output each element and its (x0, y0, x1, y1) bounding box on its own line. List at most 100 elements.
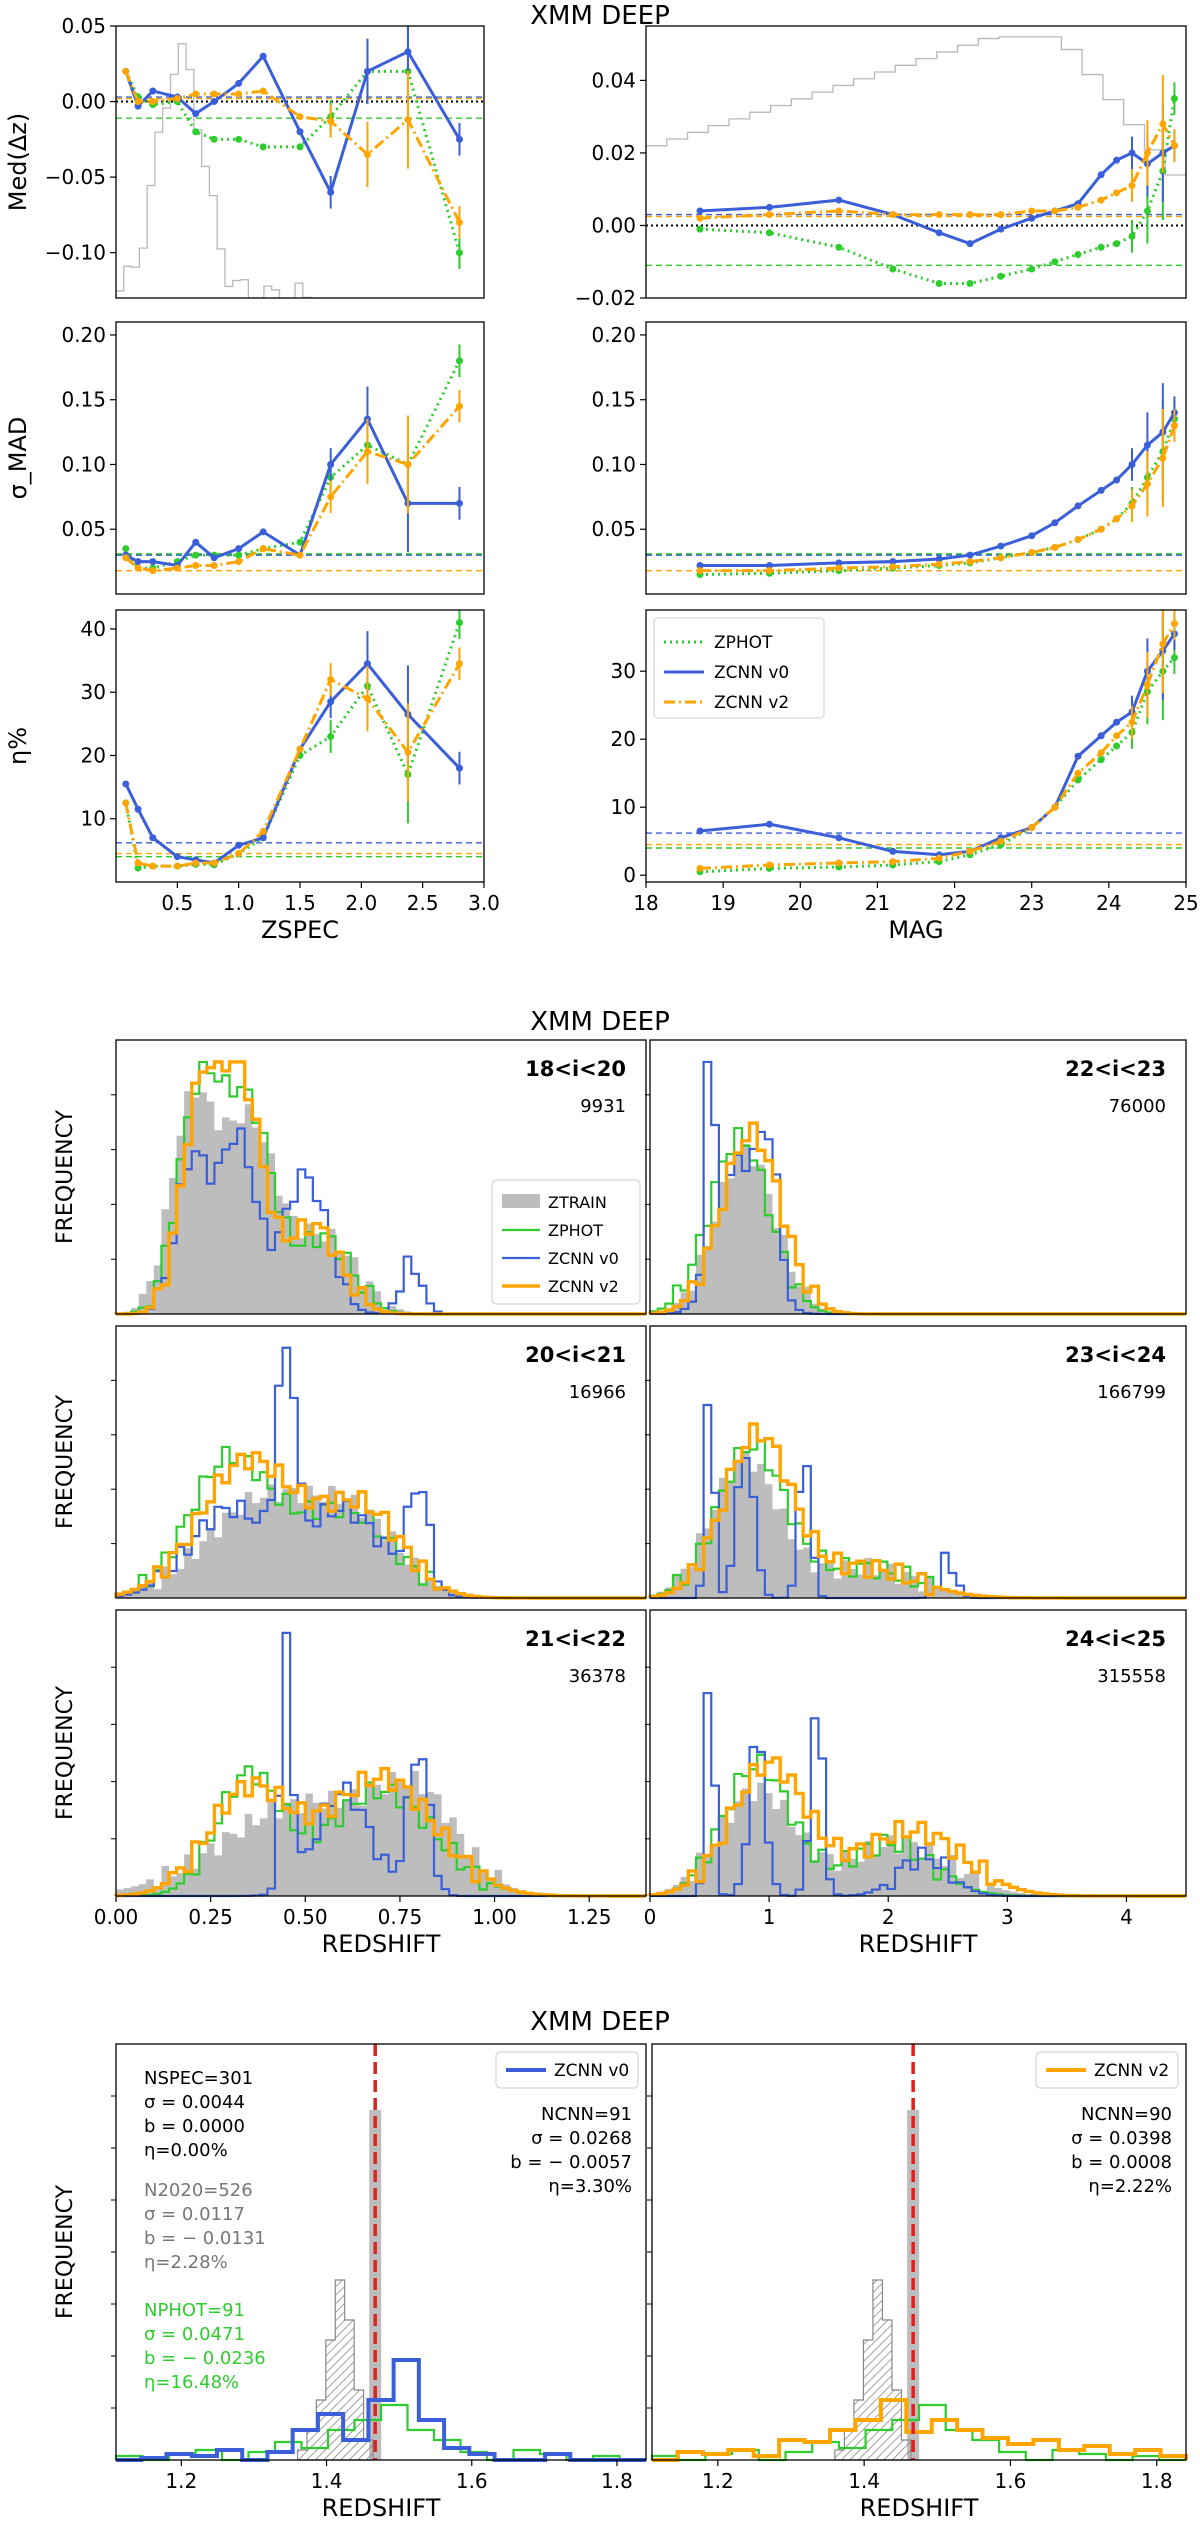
x-tick-label: 0.75 (378, 1905, 423, 1929)
y-tick-label: 0.10 (591, 452, 636, 476)
data-point-zphot (134, 864, 142, 872)
data-point-zcnn_v0 (455, 764, 463, 772)
data-point-zcnn_v2 (1074, 203, 1082, 211)
data-point-zcnn_v0 (235, 545, 243, 553)
data-point-zcnn_v2 (935, 211, 943, 219)
data-point-zcnn_v2 (1113, 189, 1121, 197)
series-line-zphot (124, 622, 461, 870)
stats-stats_spec: η=0.00% (144, 2140, 228, 2161)
stats-stats_phot: NPHOT=91 (144, 2300, 245, 2321)
data-point-zcnn_v2 (765, 211, 773, 219)
data-point-zcnn_v2 (149, 862, 157, 870)
data-point-zcnn_v2 (363, 448, 371, 456)
data-point-zcnn_v2 (889, 858, 897, 866)
axes-frame (115, 1325, 647, 1599)
y-axis-label: FREQUENCY (53, 1685, 78, 1820)
data-point-zcnn_v0 (1113, 476, 1121, 484)
figure-title-2: XMM DEEP (530, 1007, 670, 1037)
data-point-zcnn_v0 (210, 98, 218, 106)
y-axis-label: FREQUENCY (53, 1109, 78, 1244)
data-point-zcnn_v2 (455, 660, 463, 668)
data-point-zphot (296, 143, 304, 151)
data-point-zphot (235, 551, 243, 559)
data-point-zcnn_v0 (966, 551, 974, 559)
series-line-zphot (699, 418, 1176, 577)
data-point-zcnn_v2 (966, 847, 974, 855)
x-tick-label: 0.00 (94, 1905, 139, 1929)
data-point-zphot (296, 538, 304, 546)
data-point-zphot (1128, 232, 1136, 240)
x-tick-label: 0.50 (283, 1905, 328, 1929)
data-point-zcnn_v0 (173, 853, 181, 861)
legend: ZCNN v2 (1035, 2051, 1179, 2089)
stats-stats_cnn: σ = 0.0268 (531, 2128, 632, 2149)
data-point-zcnn_v2 (122, 67, 130, 75)
data-point-zcnn_v2 (363, 150, 371, 158)
legend-box (653, 617, 825, 719)
stats-stats_cnn: η=3.30% (548, 2176, 632, 2197)
magnitude-range-label: 24<i<25 (1065, 1627, 1166, 1651)
axes-frame (115, 1039, 647, 1315)
object-count: 166799 (1097, 1382, 1166, 1403)
x-tick-label: 18 (633, 891, 658, 915)
data-point-zcnn_v0 (122, 780, 130, 788)
data-point-zcnn_v2 (1159, 454, 1167, 462)
y-tick-label: 20 (81, 743, 106, 767)
data-point-zphot (1097, 243, 1105, 251)
x-tick-label: 0.5 (161, 891, 193, 915)
x-tick-label: 1.6 (995, 2469, 1027, 2493)
data-point-zcnn_v2 (696, 864, 704, 872)
data-point-zcnn_v2 (235, 90, 243, 98)
data-point-zcnn_v2 (997, 211, 1005, 219)
axes-frame (645, 609, 1187, 883)
x-tick-label: 2.0 (345, 891, 377, 915)
panel-hist-21-22: 21<i<22 36378 FREQUENCY 0.00 0.25 0.50 0.75 1.0… (53, 1609, 647, 1958)
data-point-zcnn_v2 (696, 567, 704, 575)
data-point-zcnn_v0 (997, 542, 1005, 550)
data-point-zcnn_v0 (259, 52, 267, 60)
data-point-zcnn_v0 (134, 805, 142, 813)
axes-frame (115, 25, 485, 299)
data-point-zcnn_v2 (889, 211, 897, 219)
y-tick-label: 0.05 (61, 517, 106, 541)
data-point-zcnn_v2 (404, 460, 412, 468)
x-tick-label: 4 (1120, 1905, 1133, 1929)
data-point-zcnn_v2 (1113, 515, 1121, 523)
x-tick-label: 1.5 (284, 891, 316, 915)
data-point-zcnn_v0 (296, 128, 304, 136)
data-point-zphot (455, 619, 463, 627)
legend-box (495, 2051, 639, 2089)
stats-stats_cnn: b = − 0.0057 (510, 2152, 632, 2173)
data-point-zcnn_v2 (363, 695, 371, 703)
data-point-zcnn_v2 (1051, 543, 1059, 551)
y-tick-label: 10 (611, 795, 636, 819)
x-tick-label: 20 (788, 891, 813, 915)
data-point-zcnn_v2 (235, 558, 243, 566)
panel-medz-zspec: 0.05 0.00 −0.05 −0.10 Med(Δz) (4, 14, 485, 299)
data-point-zphot (192, 128, 200, 136)
legend-label: ZCNN v2 (714, 693, 789, 713)
series-line-zcnn_v0 (700, 411, 1176, 568)
data-point-zcnn_v0 (1097, 732, 1105, 740)
histogram-ztrain (116, 1091, 646, 1314)
y-tick-label: 0.15 (591, 388, 636, 412)
x-tick-label: 1.8 (601, 2469, 633, 2493)
data-point-zphot (455, 249, 463, 257)
data-point-zcnn_v2 (1074, 536, 1082, 544)
y-axis-label: Med(Δz) (4, 113, 32, 211)
data-point-zcnn_v0 (765, 562, 773, 570)
histogram-n2020 (834, 2279, 912, 2461)
x-tick-label: 22 (942, 891, 967, 915)
panels: 0.05 0.00 −0.05 −0.10 Med(Δz) 0.04 0.02 0.00 −0.… (4, 14, 1199, 2522)
stats-stats_spec: NSPEC=301 (144, 2068, 253, 2089)
y-tick-label: −0.10 (45, 241, 106, 265)
y-tick-label: 0.20 (61, 323, 106, 347)
data-point-zcnn_v0 (259, 528, 267, 536)
data-point-zcnn_v2 (1128, 502, 1136, 510)
data-point-zphot (966, 279, 974, 287)
panel-eta-zspec: 10 20 30 40 0.5 1.0 1.5 2.0 2.5 3.0 ZSPEC η% (4, 609, 500, 944)
y-axis-label: σ_MAD (4, 417, 32, 500)
data-point-zcnn_v2 (192, 562, 200, 570)
data-point-zcnn_v2 (835, 207, 843, 215)
data-point-zcnn_v0 (134, 558, 142, 566)
